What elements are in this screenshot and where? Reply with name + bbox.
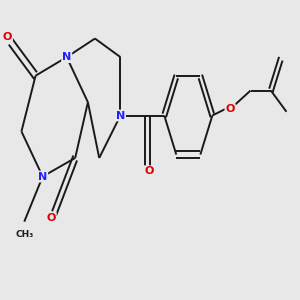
Text: CH₃: CH₃ (15, 230, 33, 239)
Text: N: N (62, 52, 71, 62)
Text: O: O (3, 32, 12, 42)
Text: O: O (226, 104, 235, 114)
Text: N: N (38, 172, 47, 182)
Text: O: O (144, 166, 153, 176)
Text: N: N (116, 110, 125, 121)
Text: O: O (46, 213, 56, 223)
